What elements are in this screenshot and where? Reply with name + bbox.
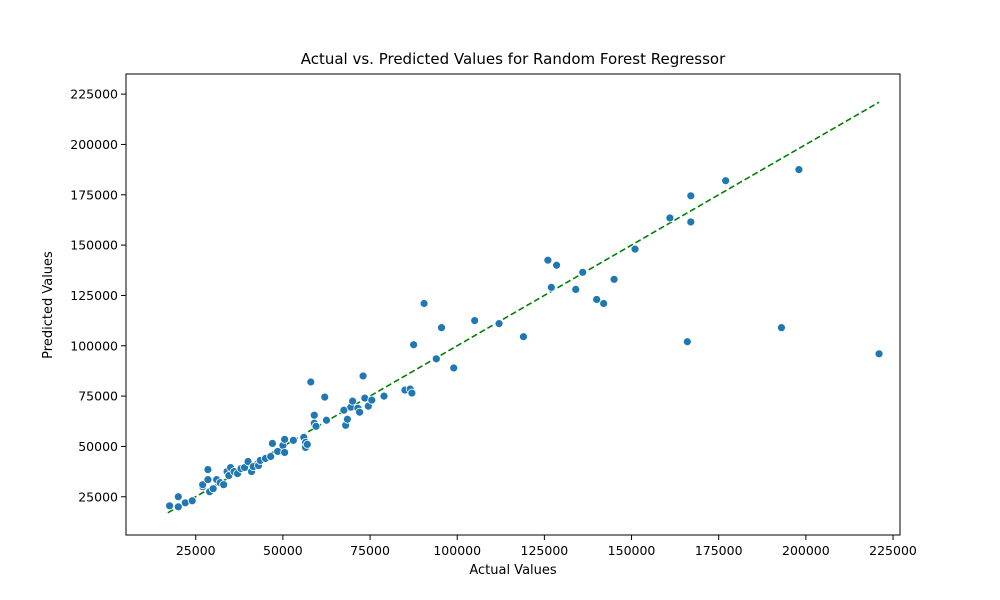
data-point xyxy=(306,377,316,387)
data-point xyxy=(609,274,619,284)
x-axis-label: Actual Values xyxy=(469,563,557,578)
data-point xyxy=(571,285,581,294)
data-point xyxy=(519,332,528,342)
data-point xyxy=(198,480,208,490)
data-point xyxy=(203,465,213,474)
data-point xyxy=(311,421,321,431)
data-point xyxy=(630,244,640,254)
data-point xyxy=(599,299,609,308)
data-point xyxy=(203,475,213,485)
x-tick-label: 25000 xyxy=(176,543,216,558)
data-point xyxy=(173,492,183,502)
data-point xyxy=(578,267,588,277)
x-tick-label: 50000 xyxy=(263,543,303,558)
data-point xyxy=(546,282,556,292)
data-point xyxy=(407,388,417,398)
data-point xyxy=(437,323,446,333)
data-point xyxy=(431,354,441,364)
y-tick-label: 225000 xyxy=(70,87,118,102)
data-point xyxy=(449,363,459,373)
y-tick-label: 175000 xyxy=(70,187,118,202)
y-tick-label: 25000 xyxy=(78,489,118,504)
data-point xyxy=(777,323,786,333)
x-tick-label: 100000 xyxy=(433,543,481,558)
data-point xyxy=(173,502,183,512)
data-point xyxy=(348,396,358,406)
x-tick-label: 225000 xyxy=(869,543,917,558)
y-tick-label: 50000 xyxy=(78,439,118,454)
data-point xyxy=(686,191,696,201)
y-tick-label: 100000 xyxy=(70,338,118,353)
data-point xyxy=(494,319,504,329)
data-point xyxy=(543,255,553,265)
plot-frame xyxy=(125,73,901,536)
data-point xyxy=(165,501,174,511)
y-tick-label: 75000 xyxy=(78,389,118,404)
data-point xyxy=(208,484,218,494)
data-point xyxy=(794,165,804,175)
data-point xyxy=(302,440,312,449)
data-point xyxy=(266,452,276,461)
data-point xyxy=(280,434,290,444)
x-tick-label: 75000 xyxy=(350,543,390,558)
data-point xyxy=(874,349,884,359)
data-point xyxy=(243,457,253,466)
data-point xyxy=(682,337,692,347)
data-point xyxy=(355,407,364,417)
x-tick-label: 150000 xyxy=(608,543,656,558)
data-point xyxy=(552,260,561,270)
data-point xyxy=(322,415,331,425)
y-axis-label: Predicted Values xyxy=(41,251,56,359)
data-point xyxy=(187,496,197,506)
data-point xyxy=(367,395,377,405)
y-tick-label: 150000 xyxy=(70,238,118,253)
y-tick-label: 125000 xyxy=(70,288,118,303)
chart-title: Actual vs. Predicted Values for Random F… xyxy=(301,50,726,68)
x-tick-label: 175000 xyxy=(695,543,743,558)
data-point xyxy=(288,435,298,445)
data-point xyxy=(379,391,389,401)
data-point xyxy=(268,439,277,448)
data-point xyxy=(419,299,429,308)
data-point xyxy=(219,480,229,490)
y-tick-label: 200000 xyxy=(70,137,118,152)
data-point xyxy=(320,392,330,402)
data-point xyxy=(470,316,480,326)
data-point xyxy=(665,213,675,223)
x-tick-label: 200000 xyxy=(782,543,830,558)
x-tick-label: 125000 xyxy=(521,543,569,558)
data-point xyxy=(592,295,602,304)
data-point xyxy=(309,410,319,420)
plot-area: 25000 50000 75000 100000 125000 150000 175000 2… xyxy=(70,73,917,558)
data-point xyxy=(721,176,731,186)
data-point xyxy=(342,414,352,424)
data-point xyxy=(686,217,696,227)
data-point xyxy=(358,371,368,381)
data-point xyxy=(280,448,290,457)
data-point xyxy=(409,340,419,350)
